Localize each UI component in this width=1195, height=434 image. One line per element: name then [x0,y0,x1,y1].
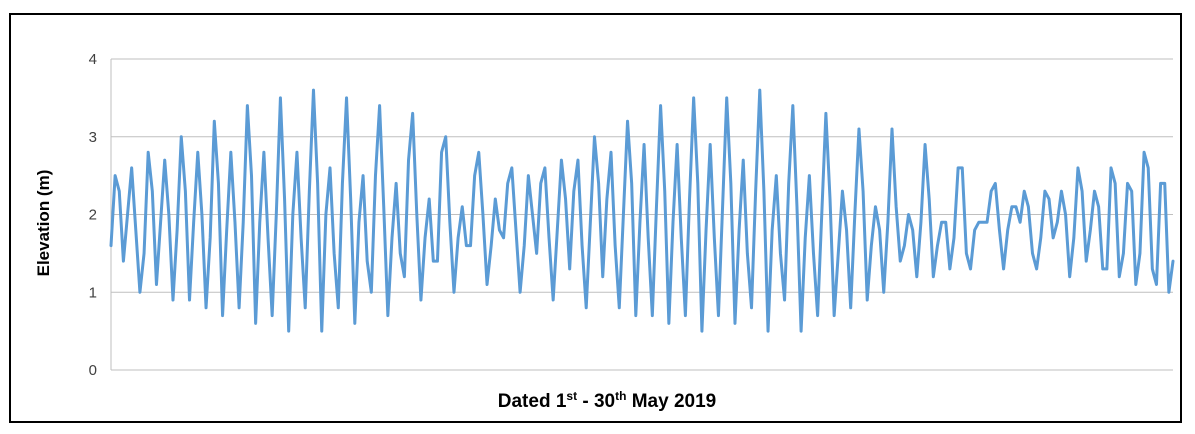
x-axis-title: Dated 1st - 30th May 2019 [498,389,716,412]
gridlines [110,58,1173,371]
series-lines [109,88,1175,333]
x-axis-title-superscript: th [615,389,626,403]
x-axis-title-part: - 30 [577,391,615,412]
series-line-0 [109,88,1175,333]
x-axis-title-part: Dated 1 [498,391,567,412]
y-tick-label: 4 [89,51,97,68]
y-axis-title: Elevation (m) [34,170,53,277]
y-tick-label: 1 [89,284,97,301]
y-tick-labels: 0 1 2 3 4 [89,51,97,379]
y-tick-label: 3 [89,129,97,146]
y-tick-label: 2 [89,207,97,224]
line-chart: 0 1 2 3 4 Elevation (m) Dated 1st - 30th May… [34,51,1175,412]
x-axis-title-part: May 2019 [626,391,716,412]
x-axis-title-superscript: st [566,389,577,403]
y-tick-label: 0 [89,362,97,379]
chart-frame: 0 1 2 3 4 Elevation (m) Dated 1st - 30th May… [9,13,1182,423]
